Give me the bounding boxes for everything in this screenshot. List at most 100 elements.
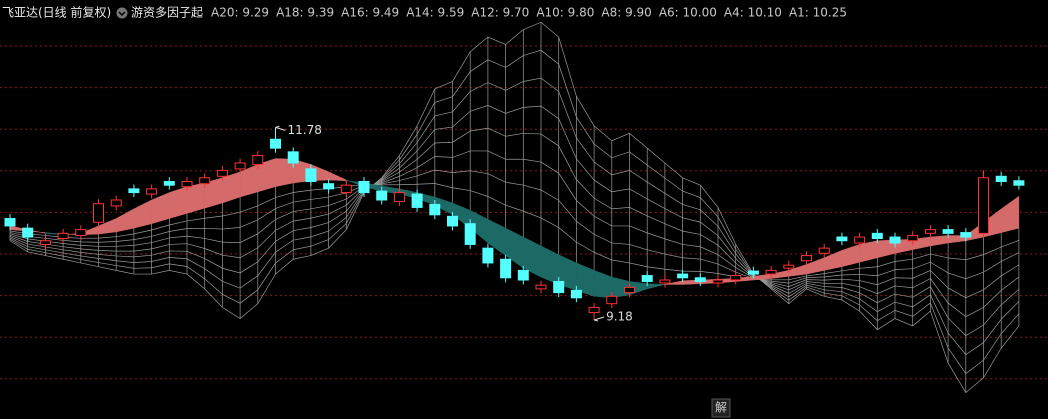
candle-body [624,286,635,294]
button[interactable]: 解 [715,401,727,415]
candle-body [924,229,936,234]
candle-body [128,188,140,194]
candle-body [747,270,759,275]
indicator-value: A12: 9.70 [471,6,529,20]
ribbon-segment [930,235,949,247]
mesh-line [9,104,1020,337]
ribbon-segment [133,199,152,229]
ribbon-segment [328,171,347,182]
ribbon-segment [1000,195,1020,233]
ribbon-segment [593,270,613,299]
candle-body [694,277,706,282]
candle-body [677,273,689,279]
candle-body [995,175,1007,182]
chart-title: 飞亚达(日线 前复权) [2,5,111,20]
candle-body [93,203,104,223]
mesh-line [9,150,1020,299]
candle-body [500,258,512,279]
candle-body [252,155,264,165]
candle-body [818,247,830,254]
ribbon-segment [186,182,205,214]
candle-body [942,229,954,234]
candle-body [234,162,246,170]
candle-body [163,180,175,186]
indicator-value: A4: 10.10 [724,6,782,20]
indicator-icon[interactable] [116,7,128,19]
candle-body [907,235,919,242]
candle-body [287,151,299,164]
candle-body [871,232,883,240]
candle-body [110,199,122,207]
candle-body [765,269,777,275]
indicator-value: A18: 9.39 [276,6,334,20]
candle-body [39,240,51,245]
candle-body [305,168,317,182]
candle-body [712,279,724,284]
annotation-label: 9.18 [606,310,633,324]
mesh-line [9,77,1020,356]
candle-body [22,227,34,238]
ribbon-segment [540,245,559,285]
ribbon-segment [169,186,188,219]
ribbon-segment [841,244,860,267]
annotation-arrow [275,125,286,131]
candle-body [659,279,671,284]
ribbon-segment [151,192,170,225]
candle-body [393,192,405,202]
candle-body [482,247,494,264]
candle-body [376,190,388,201]
candle-body [570,289,582,299]
candle-body [801,255,812,262]
candle-body [535,284,547,290]
candle-body [429,203,441,216]
candle-body [4,218,16,227]
candle-body [411,193,423,208]
indicator-value: A10: 9.80 [536,6,594,20]
candle-body [340,184,352,194]
candle-body [517,269,529,281]
mesh-line [9,169,1020,284]
ribbon-segment [753,273,772,281]
candle-body [588,306,600,314]
mesh-line [9,183,1020,281]
candle-body [146,188,158,195]
ribbon-segment [859,240,878,263]
candle-body [889,236,901,244]
candle-body [978,177,989,234]
candle-body [641,275,653,282]
annotation-arrow [593,316,605,322]
candle-body [553,280,565,294]
candle-body [464,223,476,245]
candle-body [960,232,972,238]
indicator-value: A16: 9.49 [341,6,399,20]
mesh-line [9,127,1020,318]
candle-body [1013,180,1025,186]
candle-body [57,232,69,240]
indicator-icon-arrow [118,11,126,17]
indicator-name: 游资多因子起 [131,6,203,20]
candle-body [75,229,87,237]
ribbon-segment [646,283,665,290]
indicator-value: A1: 10.25 [789,6,847,20]
candle-body [606,295,618,305]
candle-body [199,177,211,185]
candle-body [323,183,335,190]
candle-body [730,275,742,281]
indicator-value: A14: 9.59 [406,6,464,20]
candle-body [181,180,193,188]
candle-body [783,264,795,269]
indicator-value: A20: 9.29 [211,6,269,20]
plot: 11.78 9.18 [0,21,1048,394]
annotation-label: 11.78 [288,123,322,137]
candle-body [270,138,281,149]
candle-body [447,215,458,227]
button-box[interactable] [711,398,731,418]
candle-body [836,236,848,242]
indicator-value: A6: 10.00 [659,6,717,20]
mesh-line [9,49,1020,375]
indicator-value: A8: 9.90 [601,6,651,20]
candle-body [358,180,370,194]
candle-body [854,236,866,244]
mesh-line [9,21,1020,394]
